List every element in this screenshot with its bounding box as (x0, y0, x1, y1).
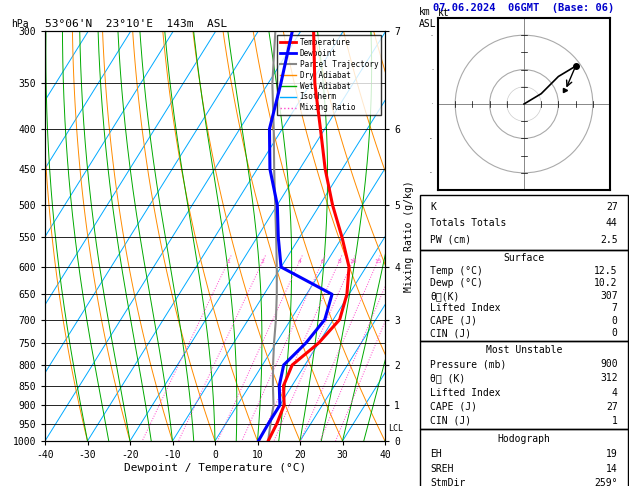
Bar (420, 250, 628, 341)
Text: Hodograph: Hodograph (498, 434, 550, 444)
Text: 259°: 259° (594, 478, 618, 486)
Text: 14: 14 (606, 464, 618, 474)
Text: CAPE (J): CAPE (J) (430, 401, 477, 412)
Text: LCL: LCL (388, 424, 403, 434)
Text: Lifted Index: Lifted Index (430, 387, 501, 398)
Text: Dewp (°C): Dewp (°C) (430, 278, 483, 288)
Legend: Temperature, Dewpoint, Parcel Trajectory, Dry Adiabat, Wet Adiabat, Isotherm, Mi: Temperature, Dewpoint, Parcel Trajectory… (277, 35, 381, 115)
Text: 44: 44 (606, 218, 618, 228)
Text: hPa: hPa (11, 19, 29, 29)
Text: 0: 0 (612, 315, 618, 326)
Text: 53°06'N  23°10'E  143m  ASL: 53°06'N 23°10'E 143m ASL (45, 19, 227, 29)
Text: SREH: SREH (430, 464, 454, 474)
Text: K: K (430, 202, 437, 211)
Text: 15: 15 (374, 259, 381, 264)
Text: 4: 4 (612, 387, 618, 398)
Text: Totals Totals: Totals Totals (430, 218, 507, 228)
Text: Surface: Surface (503, 253, 545, 263)
Text: θᴇ(K): θᴇ(K) (430, 291, 460, 301)
Text: Pressure (mb): Pressure (mb) (430, 360, 507, 369)
Text: 1: 1 (612, 416, 618, 426)
Text: kt: kt (438, 8, 450, 18)
Text: CIN (J): CIN (J) (430, 416, 472, 426)
Y-axis label: Mixing Ratio (g/kg): Mixing Ratio (g/kg) (404, 180, 414, 292)
Text: CAPE (J): CAPE (J) (430, 315, 477, 326)
Text: 312: 312 (600, 373, 618, 383)
Text: 1: 1 (226, 259, 230, 264)
Text: 10.2: 10.2 (594, 278, 618, 288)
X-axis label: Dewpoint / Temperature (°C): Dewpoint / Temperature (°C) (124, 463, 306, 473)
Text: 7: 7 (612, 303, 618, 313)
Text: Temp (°C): Temp (°C) (430, 266, 483, 276)
Text: PW (cm): PW (cm) (430, 235, 472, 244)
Bar (420, 195, 628, 250)
Text: 19: 19 (606, 449, 618, 459)
Text: EH: EH (430, 449, 442, 459)
Text: 0: 0 (612, 328, 618, 338)
Text: Most Unstable: Most Unstable (486, 346, 562, 355)
Text: StmDir: StmDir (430, 478, 465, 486)
Text: 307: 307 (600, 291, 618, 301)
Text: 900: 900 (600, 360, 618, 369)
Text: 27: 27 (606, 401, 618, 412)
Text: 07.06.2024  06GMT  (Base: 06): 07.06.2024 06GMT (Base: 06) (433, 3, 615, 13)
Text: 10: 10 (349, 259, 356, 264)
Text: θᴇ (K): θᴇ (K) (430, 373, 465, 383)
Text: km
ASL: km ASL (419, 7, 437, 29)
Text: CIN (J): CIN (J) (430, 328, 472, 338)
Bar (420, 429, 628, 486)
Text: 12.5: 12.5 (594, 266, 618, 276)
Text: 27: 27 (606, 202, 618, 211)
Text: 2.5: 2.5 (600, 235, 618, 244)
Text: Lifted Index: Lifted Index (430, 303, 501, 313)
Text: 2: 2 (261, 259, 265, 264)
Bar (420, 341, 628, 429)
Text: 8: 8 (337, 259, 341, 264)
Text: 6: 6 (321, 259, 325, 264)
Text: 4: 4 (298, 259, 301, 264)
